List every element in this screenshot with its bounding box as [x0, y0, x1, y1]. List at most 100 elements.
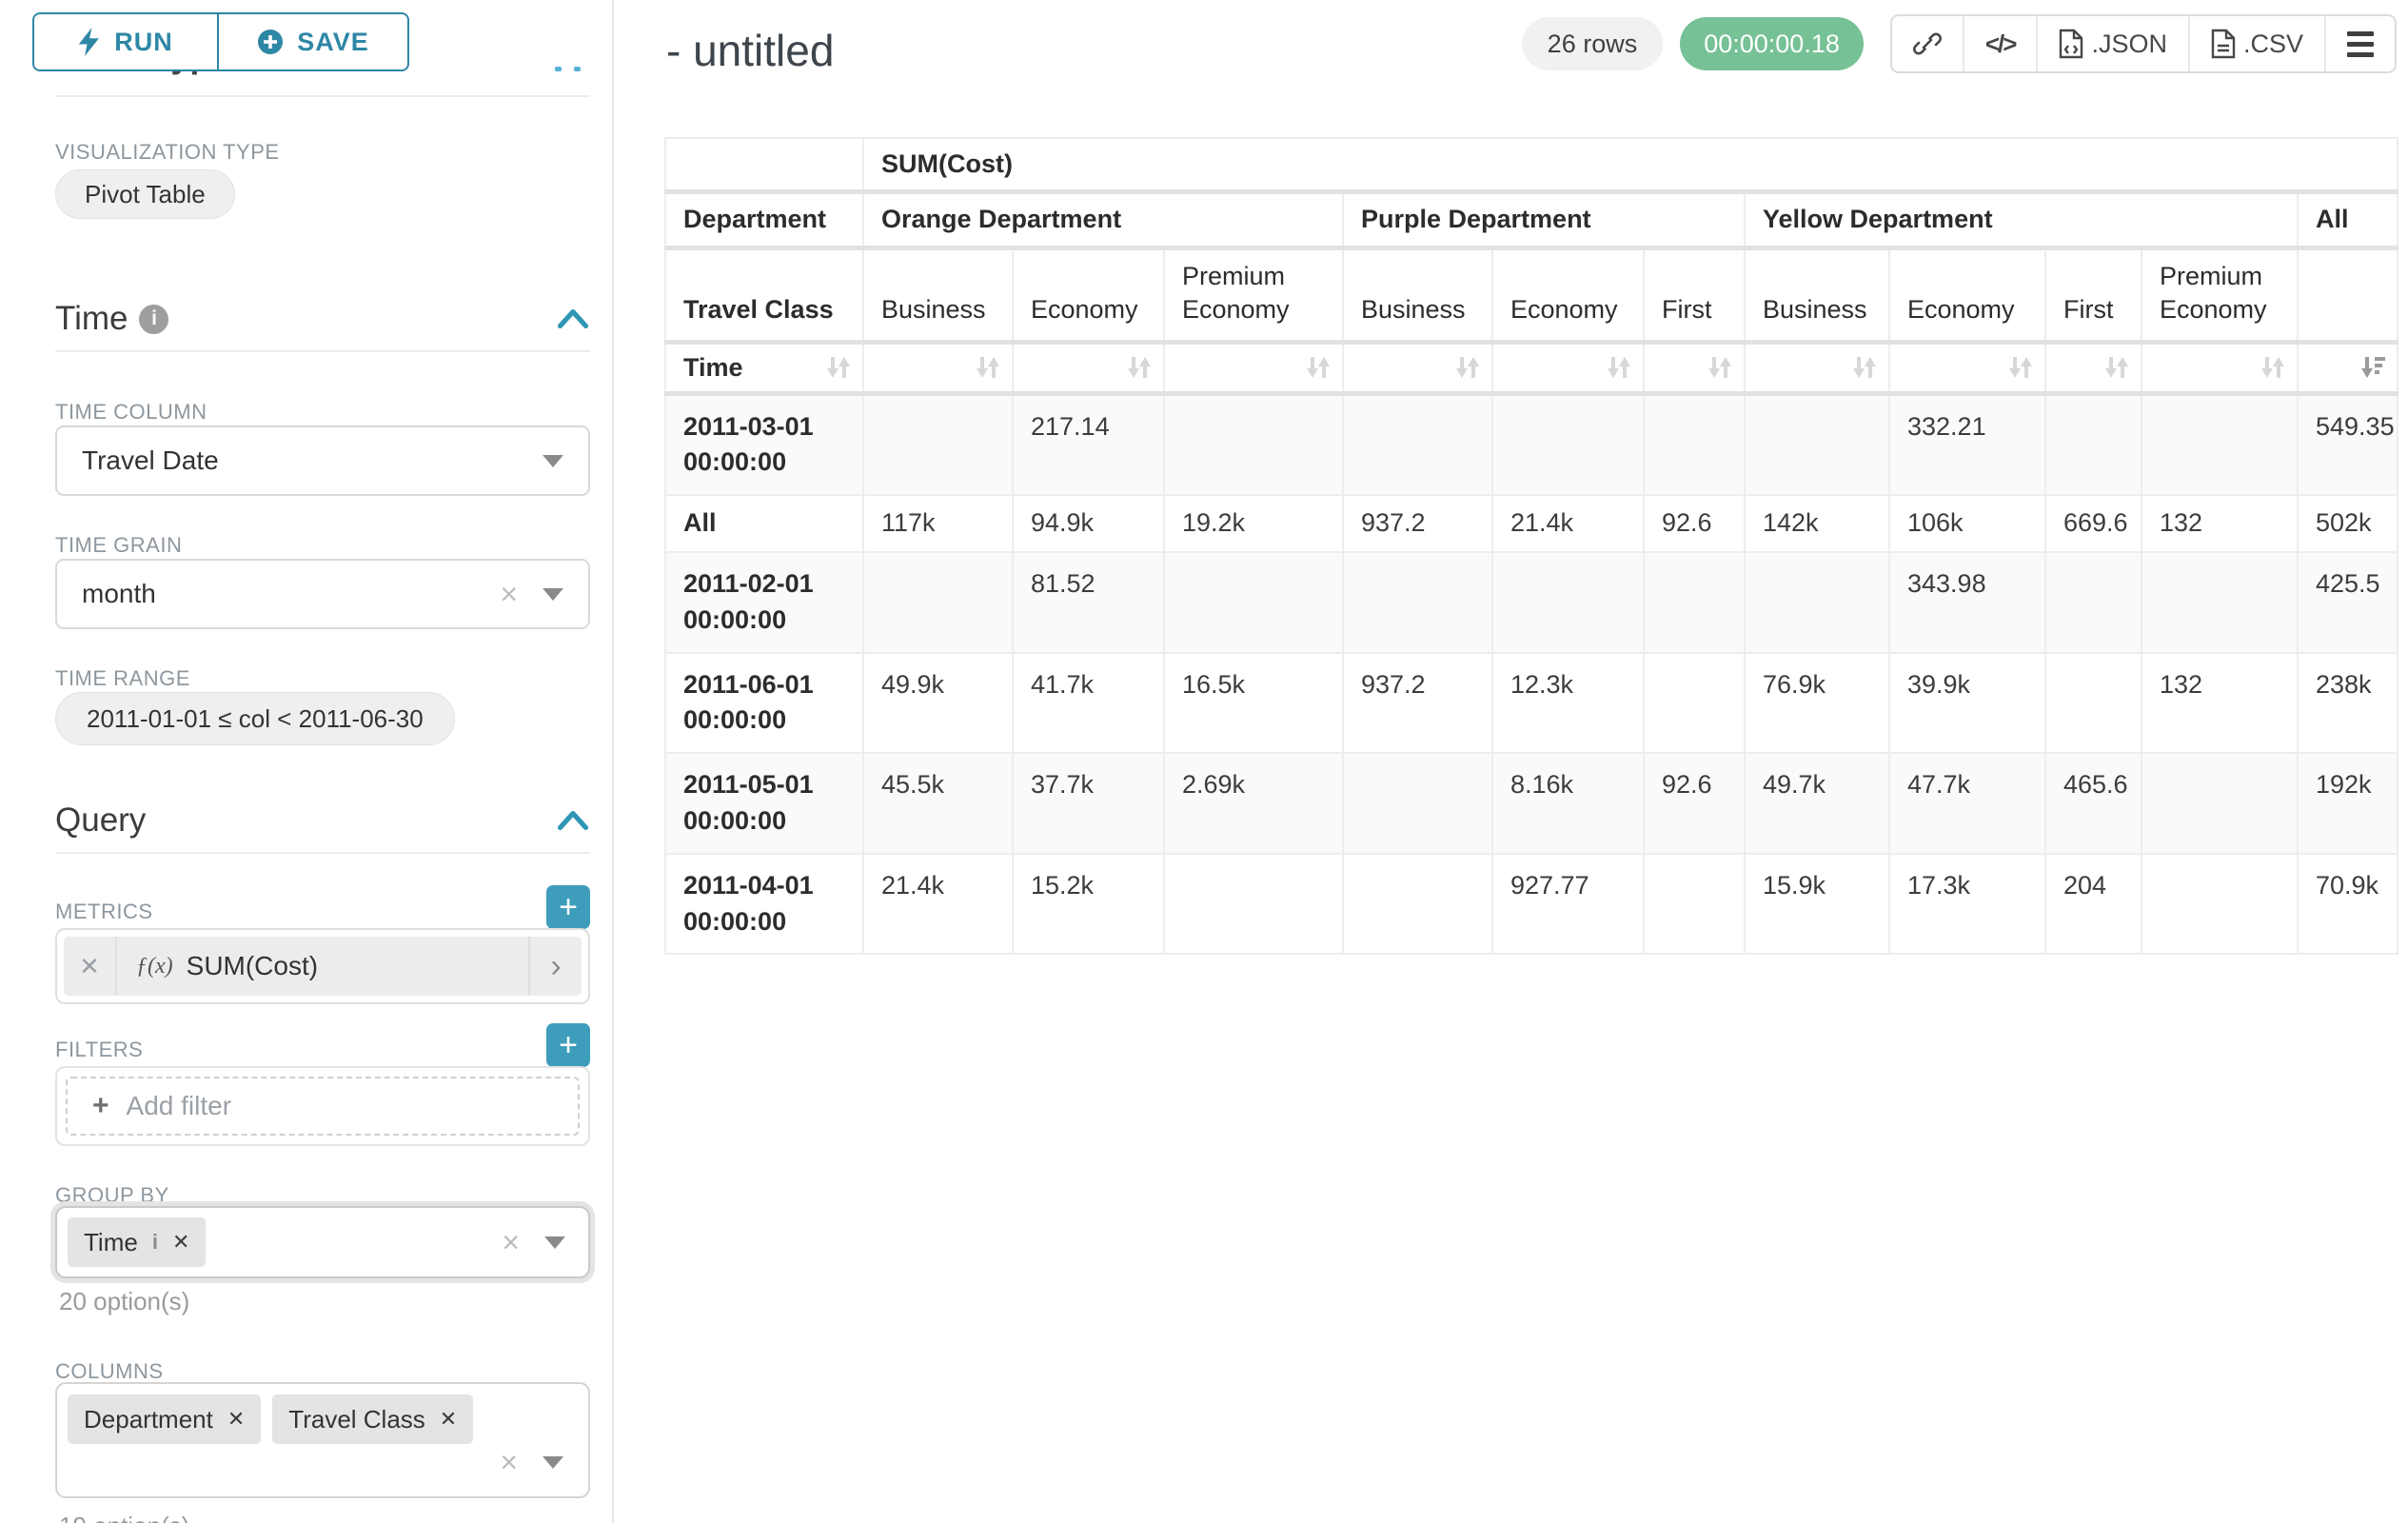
tag-label: Department	[84, 1404, 213, 1434]
pivot-cell	[1342, 551, 1493, 654]
pivot-cell	[1342, 852, 1493, 956]
group-by-select[interactable]: Time i ✕ ×	[55, 1206, 590, 1278]
run-button-label: RUN	[114, 27, 173, 56]
add-filter-label: Add filter	[126, 1091, 232, 1120]
columns-select[interactable]: Department ✕ Travel Class ✕ ×	[55, 1382, 590, 1498]
pivot-cell: 19.2k	[1163, 494, 1344, 554]
add-filter-dropzone[interactable]: + Add filter	[66, 1077, 580, 1136]
pivot-cell	[1643, 852, 1746, 956]
caret-down-icon[interactable]	[543, 1455, 563, 1469]
time-column-label: TIME COLUMN	[55, 400, 207, 424]
chart-title[interactable]: - untitled	[666, 26, 835, 75]
pivot-cell: 238k	[2296, 651, 2399, 755]
pivot-cell: 41.7k	[1012, 651, 1165, 755]
metric-container: ✕ ƒ(x) SUM(Cost) ›	[55, 928, 590, 1004]
pivot-cell: 142k	[1744, 494, 1890, 554]
caret-down-icon[interactable]	[544, 1236, 565, 1249]
sort-toggle-icon[interactable]	[1850, 353, 1879, 382]
time-range-value: 2011-01-01 ≤ col < 2011-06-30	[87, 703, 424, 733]
time-range-pill[interactable]: 2011-01-01 ≤ col < 2011-06-30	[55, 692, 455, 745]
columns-tag-department: Department ✕	[68, 1394, 262, 1444]
subheader-cell: Premium Economy	[2141, 246, 2299, 345]
sort-cell	[2044, 341, 2142, 396]
export-json-button[interactable]: .JSON	[2038, 16, 2190, 71]
run-button[interactable]: RUN	[32, 12, 219, 71]
remove-tag-icon[interactable]: ✕	[227, 1407, 246, 1431]
sort-toggle-icon[interactable]	[1706, 353, 1734, 382]
caret-down-icon[interactable]	[543, 587, 563, 601]
link-icon	[1912, 32, 1942, 55]
group-by-option-count: 20 option(s)	[59, 1287, 190, 1315]
pivot-cell: 70.9k	[2296, 852, 2399, 956]
pivot-cell: 12.3k	[1491, 651, 1645, 755]
view-query-button[interactable]: </>	[1964, 16, 2039, 71]
chevron-up-icon[interactable]	[556, 307, 590, 330]
pivot-cell: 332.21	[1888, 392, 2046, 497]
sort-cell	[1888, 341, 2046, 396]
clear-icon[interactable]: ×	[502, 1225, 520, 1259]
pivot-cell: 39.9k	[1888, 651, 2046, 755]
row-label: 2011-02-01 00:00:00	[664, 551, 864, 654]
metric-pill[interactable]: ✕ ƒ(x) SUM(Cost) ›	[64, 937, 582, 996]
clipped-icon-dot	[555, 67, 562, 71]
time-column-select[interactable]: Travel Date	[55, 425, 590, 496]
subheader-cell	[2296, 246, 2399, 345]
csv-file-icon	[2211, 29, 2236, 59]
sort-toggle-icon[interactable]	[1304, 353, 1332, 382]
time-grain-select[interactable]: month ×	[55, 559, 590, 629]
group-header-orange: Orange Department	[862, 190, 1344, 250]
menu-button[interactable]	[2326, 16, 2395, 71]
sort-toggle-icon[interactable]	[1453, 353, 1482, 382]
query-section-header[interactable]: Query	[55, 801, 590, 840]
sort-toggle-icon[interactable]	[2102, 353, 2131, 382]
group-by-tag-time: Time i ✕	[68, 1217, 207, 1267]
filters-container: + Add filter	[55, 1066, 590, 1146]
sort-desc-active-icon[interactable]	[2359, 353, 2387, 382]
subheader-cell: Business	[1342, 246, 1493, 345]
remove-metric-icon[interactable]: ✕	[64, 937, 117, 996]
department-header-row: Department Orange Department Purple Depa…	[664, 190, 2399, 250]
time-section-header[interactable]: Time i	[55, 300, 590, 338]
add-metric-button[interactable]: +	[546, 885, 590, 929]
info-icon: i	[139, 304, 169, 334]
query-section-title: Query	[55, 801, 147, 839]
plus-circle-icon	[258, 30, 284, 54]
sort-toggle-icon[interactable]	[974, 353, 1002, 382]
sort-toggle-icon[interactable]	[1605, 353, 1633, 382]
pivot-cell: 17.3k	[1888, 852, 2046, 956]
subheader-cell: Business	[1744, 246, 1890, 345]
chevron-up-icon[interactable]	[556, 809, 590, 832]
pivot-cell: 927.77	[1491, 852, 1645, 956]
sort-toggle-icon[interactable]	[2259, 353, 2287, 382]
caret-down-icon[interactable]	[543, 454, 563, 467]
clear-icon[interactable]: ×	[500, 1445, 518, 1479]
table-row: 2011-06-01 00:00:00 49.9k 41.7k 16.5k 93…	[664, 651, 2399, 755]
sort-toggle-icon[interactable]	[824, 353, 853, 382]
subheader-cell: Business	[862, 246, 1014, 345]
filters-label: FILTERS	[55, 1038, 144, 1061]
visualization-type-pill[interactable]: Pivot Table	[55, 169, 235, 219]
pivot-cell: 425.5	[2296, 551, 2399, 654]
row-label: 2011-04-01 00:00:00	[664, 852, 864, 956]
sort-row: Time	[664, 341, 2399, 396]
add-filter-plus-button[interactable]: +	[546, 1023, 590, 1067]
columns-option-count: 19 option(s)	[59, 1512, 189, 1523]
copy-link-button[interactable]	[1892, 16, 1964, 71]
export-button-group: </> .JSON .CSV	[1889, 14, 2397, 73]
row-dimension-label: Department	[664, 190, 864, 250]
pivot-cell	[2141, 551, 2299, 654]
row-label: 2011-03-01 00:00:00	[664, 392, 864, 497]
remove-tag-icon[interactable]: ✕	[171, 1230, 190, 1254]
save-button[interactable]: SAVE	[219, 12, 409, 71]
query-timer-badge: 00:00:00.18	[1680, 17, 1864, 70]
sort-toggle-icon[interactable]	[1125, 353, 1154, 382]
sort-toggle-icon[interactable]	[2006, 353, 2035, 382]
time-grain-value: month	[82, 579, 156, 608]
metric-body[interactable]: ƒ(x) SUM(Cost)	[117, 937, 528, 996]
pivot-cell: 132	[2141, 494, 2299, 554]
export-csv-button[interactable]: .CSV	[2190, 16, 2326, 71]
expand-metric-icon[interactable]: ›	[528, 937, 582, 996]
clear-icon[interactable]: ×	[500, 577, 518, 611]
columns-label: COLUMNS	[55, 1359, 164, 1383]
remove-tag-icon[interactable]: ✕	[439, 1407, 458, 1431]
